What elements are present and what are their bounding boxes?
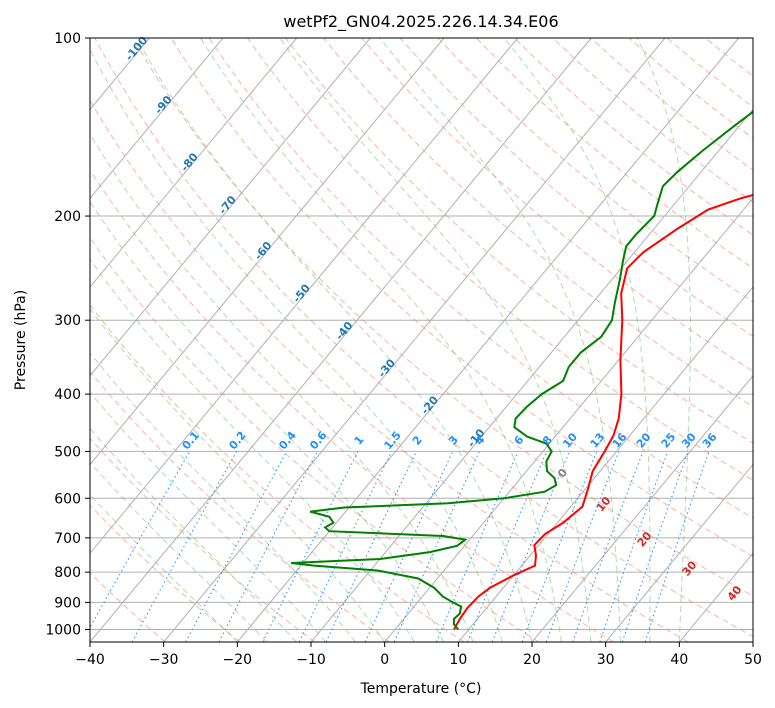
- isotherm-line: [236, 38, 740, 642]
- mixing-ratio-line: [325, 451, 417, 642]
- y-tick-label: 600: [54, 491, 81, 507]
- isotherm-line: [90, 38, 371, 377]
- x-tick-label: 20: [523, 652, 541, 668]
- mixing-ratio-line: [298, 451, 393, 642]
- y-tick-label: 700: [54, 531, 81, 547]
- dry-adiabat: [90, 504, 241, 642]
- y-tick-label: 800: [54, 565, 81, 581]
- moist-adiabat: [200, 38, 562, 642]
- moist-adiabat: [279, 38, 592, 642]
- mixing-ratio-line: [491, 451, 570, 642]
- moist-adiabat: [90, 132, 474, 642]
- plot-frame: [89, 37, 754, 643]
- dry-adiabat: [90, 304, 465, 642]
- moist-adiabat: [636, 38, 691, 642]
- chart-title: wetPf2_GN04.2025.226.14.34.E06: [283, 12, 558, 32]
- isotherm-line: [90, 38, 519, 555]
- mixing-ratio-line: [364, 451, 454, 642]
- x-tick-label: 10: [449, 652, 467, 668]
- x-tick-label: −10: [296, 652, 326, 668]
- x-tick-label: 0: [380, 652, 389, 668]
- dry-adiabat: [90, 572, 166, 642]
- isotherm-line: [384, 197, 753, 642]
- moist-adiabat: [503, 38, 651, 642]
- isotherm-line: [457, 286, 753, 642]
- moist-adiabat: [90, 391, 327, 642]
- mixing-ratio-line: [644, 451, 710, 642]
- mixing-ratio-lines: [90, 451, 710, 642]
- isotherm-line: [163, 38, 666, 642]
- dry-adiabat: [285, 38, 753, 444]
- x-tick-label: −40: [75, 652, 105, 668]
- dry-adiabats: [90, 38, 753, 642]
- isotherm-line: [90, 38, 224, 200]
- isotherms: [90, 38, 753, 642]
- isotherm-line: [90, 38, 592, 642]
- x-axis-title: Temperature (°C): [360, 681, 482, 697]
- x-tick-label: −30: [149, 652, 179, 668]
- y-tick-label: 100: [54, 31, 81, 47]
- moist-adiabat: [136, 38, 533, 642]
- dry-adiabat: [323, 38, 753, 408]
- x-tick-label: 30: [597, 652, 615, 668]
- isotherm-line: [310, 108, 753, 642]
- y-tick-label: 300: [54, 313, 81, 329]
- y-axis-ticks: 100 200 300 400 500 600 700 800 900 1000: [45, 31, 90, 638]
- moist-adiabats: [90, 38, 691, 642]
- mixing-ratio-line: [185, 451, 288, 642]
- isotherm-line: [531, 374, 753, 642]
- y-tick-label: 200: [54, 209, 81, 225]
- dry-adiabat: [90, 370, 390, 642]
- mixing-ratio-line: [621, 451, 689, 642]
- plot-area: [90, 38, 753, 642]
- dry-adiabat: [90, 99, 689, 642]
- y-tick-label: 1000: [45, 622, 81, 638]
- dewpoint-line: [290, 110, 753, 631]
- mixing-ratio-line: [521, 451, 598, 642]
- x-tick-label: 40: [670, 652, 688, 668]
- y-tick-label: 400: [54, 387, 81, 403]
- x-tick-label: −20: [223, 652, 253, 668]
- moist-adiabat: [90, 308, 386, 642]
- x-axis-ticks: −40 −30 −20 −10 0 10 20 30 40 50: [75, 642, 762, 668]
- dry-adiabat: [132, 38, 753, 597]
- pressure-grid: [90, 38, 753, 630]
- temperature-line: [453, 193, 753, 630]
- dry-adiabat: [90, 237, 540, 642]
- mixing-ratio-line: [131, 451, 238, 642]
- y-axis-title: Pressure (hPa): [13, 290, 29, 390]
- moist-adiabat: [90, 48, 503, 642]
- dry-adiabat: [246, 38, 753, 481]
- dry-adiabat: [90, 169, 614, 642]
- y-tick-label: 500: [54, 444, 81, 460]
- moist-adiabat: [379, 38, 621, 642]
- moist-adiabat: [90, 352, 356, 642]
- isotherm-line: [90, 38, 298, 288]
- isotherm-line: [605, 463, 753, 642]
- moist-adiabat: [90, 258, 415, 642]
- x-tick-label: 50: [744, 652, 762, 668]
- dry-adiabat: [170, 38, 753, 558]
- y-tick-label: 900: [54, 595, 81, 611]
- isotherm-line: [90, 38, 445, 466]
- dry-adiabat: [208, 38, 753, 519]
